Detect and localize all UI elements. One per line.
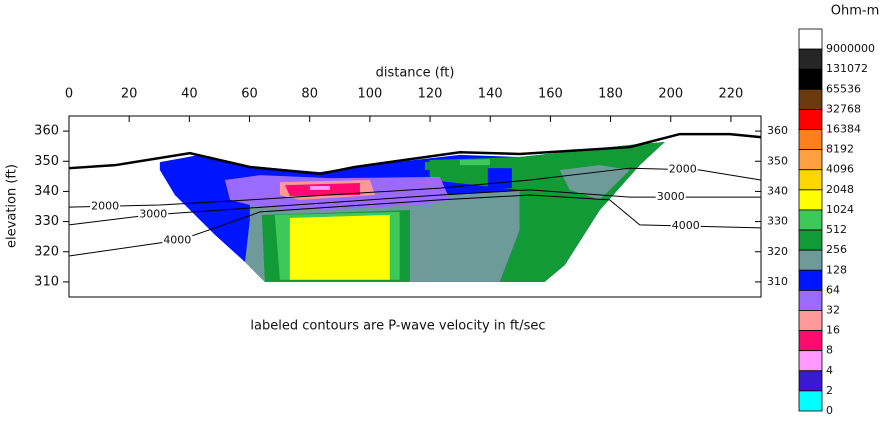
colorbar-swatch xyxy=(798,289,823,311)
y-tick-label-right: 320 xyxy=(767,245,788,258)
contour-label: 2000 xyxy=(669,163,697,176)
colorbar-label: 2048 xyxy=(826,183,854,196)
x-tick-label: 140 xyxy=(478,87,503,102)
colorbar-label: 16 xyxy=(826,324,840,337)
colorbar-swatch xyxy=(798,189,823,211)
colorbar-swatch xyxy=(798,149,823,171)
y-axis-label: elevation (ft) xyxy=(5,164,20,248)
colorbar-swatch xyxy=(798,109,823,130)
resistivity-region xyxy=(309,185,330,190)
colorbar-swatch xyxy=(798,88,823,110)
x-tick-label: 60 xyxy=(241,87,258,102)
y-tick-label: 340 xyxy=(34,184,59,199)
topography-line xyxy=(68,132,761,176)
resistivity-region xyxy=(459,159,490,166)
y-tick-label-right: 360 xyxy=(767,124,788,137)
colorbar-swatch xyxy=(798,350,823,372)
colorbar-label: 32 xyxy=(826,303,840,316)
colorbar-swatch xyxy=(798,390,823,412)
contour-label-bg xyxy=(138,207,169,222)
y-tick-label: 350 xyxy=(34,154,59,169)
x-tick-label: 40 xyxy=(181,87,198,102)
colorbar-label: 8192 xyxy=(826,143,854,156)
colorbar-swatch xyxy=(798,48,823,70)
colorbar-label: 0 xyxy=(826,404,833,417)
x-tick-label: 180 xyxy=(598,87,623,102)
colorbar-label: 16384 xyxy=(826,123,861,136)
colorbar-title: Ohm-m xyxy=(831,4,880,19)
resistivity-region xyxy=(487,168,512,189)
contour-label: 4000 xyxy=(163,233,191,246)
colorbar-label: 256 xyxy=(826,243,847,256)
x-tick-label: 220 xyxy=(718,87,743,102)
x-tick-label: 20 xyxy=(121,87,138,102)
contour-label-bg xyxy=(667,162,698,177)
colorbar-label: 32768 xyxy=(826,102,861,115)
x-tick-label: 0 xyxy=(65,87,73,102)
y-tick-label-right: 310 xyxy=(767,275,788,288)
annotation: labeled contours are P-wave velocity in … xyxy=(250,319,545,334)
x-tick-label: 100 xyxy=(357,87,382,102)
y-tick-label: 320 xyxy=(34,244,59,259)
colorbar-label: 4096 xyxy=(826,163,854,176)
plot-frame xyxy=(68,115,762,298)
colorbar-swatch xyxy=(798,229,823,251)
contour-label-bg xyxy=(655,190,686,205)
y-tick-label-right: 350 xyxy=(767,154,788,167)
resistivity-region xyxy=(559,165,630,200)
contour-label: 3000 xyxy=(139,208,167,221)
resistivity-region xyxy=(289,214,390,280)
contour-label-bg xyxy=(90,199,121,214)
y-tick-label-right: 340 xyxy=(767,184,788,197)
colorbar-swatch xyxy=(798,209,823,231)
contour-label: 2000 xyxy=(91,199,119,212)
contour-label-bg xyxy=(162,233,193,248)
colorbar-label: 65536 xyxy=(826,82,861,95)
x-axis-label: distance (ft) xyxy=(376,66,455,81)
colorbar-label: 64 xyxy=(826,283,840,296)
contour-label: 4000 xyxy=(672,219,700,232)
colorbar-swatch xyxy=(798,169,823,191)
x-tick-label: 80 xyxy=(301,87,318,102)
colorbar-swatch xyxy=(798,68,823,90)
colorbar-label: 4 xyxy=(826,364,833,377)
y-tick-label-right: 330 xyxy=(767,215,788,228)
colorbar-label: 2 xyxy=(826,384,833,397)
colorbar-label: 1024 xyxy=(826,203,854,216)
y-tick-label: 310 xyxy=(34,274,59,289)
colorbar-label: 8 xyxy=(826,344,833,357)
colorbar-swatch xyxy=(798,28,823,50)
contour-label-bg xyxy=(670,219,701,234)
colorbar-swatch xyxy=(798,330,823,352)
contour-label: 3000 xyxy=(657,190,685,203)
colorbar-label: 131072 xyxy=(826,62,868,75)
y-tick-label: 330 xyxy=(34,214,59,229)
y-tick-label: 360 xyxy=(34,124,59,139)
colorbar-swatch xyxy=(798,370,823,392)
colorbar-swatch xyxy=(798,269,823,291)
colorbar-label: 512 xyxy=(826,223,847,236)
colorbar-label: 9000000 xyxy=(826,42,875,55)
colorbar-swatch xyxy=(798,310,823,331)
x-tick-label: 120 xyxy=(418,87,443,102)
x-tick-label: 200 xyxy=(658,87,683,102)
colorbar-swatch xyxy=(798,129,823,151)
colorbar-label: 128 xyxy=(826,263,847,276)
colorbar-swatch xyxy=(798,249,823,271)
x-tick-label: 160 xyxy=(538,87,563,102)
